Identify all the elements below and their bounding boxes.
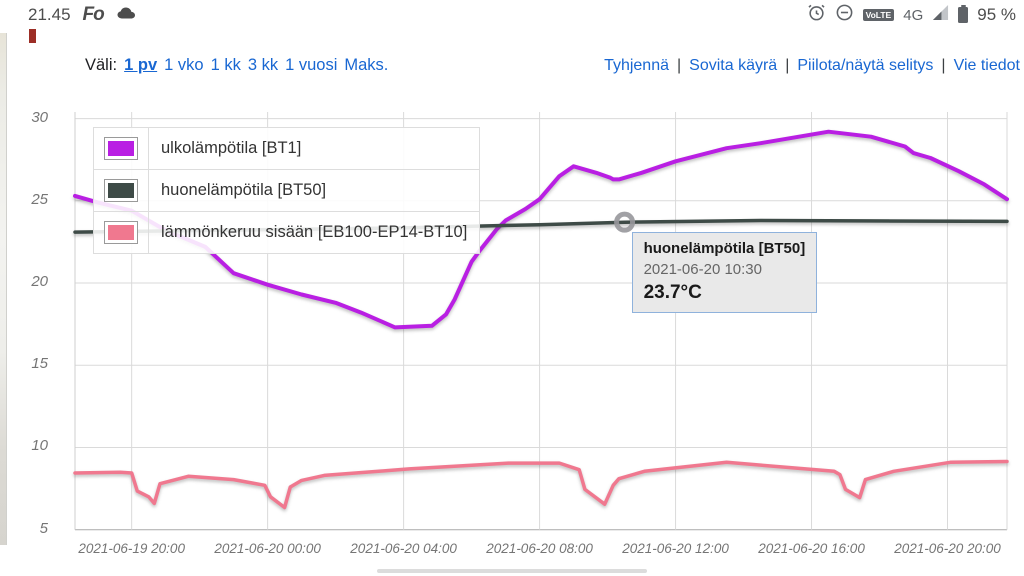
legend-label: lämmönkeruu sisään [EB100-EP14-BT10] [161, 223, 468, 241]
y-axis-tick-label: 10 [31, 437, 48, 455]
clock-time: 21.45 [28, 5, 71, 24]
red-marker-fragment [29, 29, 36, 43]
x-axis-tick-label: 2021-06-20 20:00 [894, 541, 1001, 556]
x-axis-tick-label: 2021-06-20 08:00 [486, 541, 593, 556]
x-axis-tick-label: 2021-06-20 04:00 [350, 541, 457, 556]
clear-link[interactable]: Tyhjennä [604, 56, 669, 74]
x-axis-tick-label: 2021-06-20 12:00 [622, 541, 729, 556]
legend-swatch-cell [94, 128, 149, 169]
range-link-1pv[interactable]: 1 pv [124, 56, 158, 74]
range-link-maks[interactable]: Maks. [344, 56, 389, 74]
legend-swatch-cell [94, 212, 149, 253]
x-axis-tick-label: 2021-06-19 20:00 [78, 541, 185, 556]
legend-item-brine-in[interactable]: lämmönkeruu sisään [EB100-EP14-BT10] [94, 212, 479, 253]
legend-label: huonelämpötila [BT50] [161, 181, 327, 199]
series-color-swatch [104, 137, 138, 160]
toggle-legend-link[interactable]: Piilota/näytä selitys [797, 56, 934, 74]
range-link-1kk[interactable]: 1 kk [210, 56, 241, 74]
chart-toolbar: Väli: 1 pv 1 vko 1 kk 3 kk 1 vuosi Maks.… [85, 56, 1020, 75]
range-selector: Väli: 1 pv 1 vko 1 kk 3 kk 1 vuosi Maks. [85, 56, 388, 75]
legend-item-room-temp[interactable]: huonelämpötila [BT50] [94, 170, 479, 212]
y-axis-tick-label: 20 [31, 273, 48, 291]
range-link-1vuosi[interactable]: 1 vuosi [285, 56, 338, 74]
series-color-swatch [104, 221, 138, 244]
battery-icon [958, 5, 969, 23]
tooltip-series-title: huonelämpötila [BT50] [643, 240, 806, 258]
signal-strength-icon [932, 4, 949, 26]
range-link-1vko[interactable]: 1 vko [164, 56, 204, 74]
battery-percent-label: 95 % [977, 5, 1016, 24]
x-axis-tick-label: 2021-06-20 16:00 [758, 541, 865, 556]
chart-actions: Tyhjennä | Sovita käyrä | Piilota/näytä … [604, 57, 1020, 75]
series-color-swatch [104, 179, 138, 202]
alarm-icon [807, 3, 826, 27]
legend-item-outdoor-temp[interactable]: ulkolämpötila [BT1] [94, 128, 479, 170]
action-separator: | [941, 56, 946, 74]
status-bar: 21.45 Fo VoLTE 4G [0, 0, 1024, 30]
y-axis-tick-label: 5 [39, 519, 48, 537]
gesture-bar[interactable] [377, 569, 647, 573]
network-type-label: 4G [903, 6, 924, 24]
do-not-disturb-icon [835, 3, 854, 27]
cloud-icon [116, 5, 138, 26]
legend-swatch-cell [94, 170, 149, 211]
chart-tooltip: huonelämpötila [BT50] 2021-06-20 10:30 2… [631, 232, 818, 314]
export-data-link[interactable]: Vie tiedot [953, 56, 1020, 74]
legend-label: ulkolämpötila [BT1] [161, 139, 302, 157]
tooltip-value: 23.7°C [643, 282, 702, 304]
tooltip-timestamp: 2021-06-20 10:30 [643, 261, 762, 279]
action-separator: | [677, 56, 682, 74]
app-notification-logo: Fo [82, 4, 105, 25]
page-edge-strip [0, 33, 7, 545]
range-selector-label: Väli: [85, 56, 118, 74]
volte-badge: VoLTE [862, 8, 895, 22]
x-axis-tick-label: 2021-06-20 00:00 [214, 541, 321, 556]
action-separator: | [785, 56, 790, 74]
fit-curve-link[interactable]: Sovita käyrä [689, 56, 778, 74]
chart-legend: ulkolämpötila [BT1] huonelämpötila [BT50… [93, 127, 480, 254]
y-axis-tick-label: 15 [31, 355, 48, 373]
y-axis-tick-label: 25 [31, 190, 48, 208]
range-link-3kk[interactable]: 3 kk [247, 56, 279, 74]
y-axis-tick-label: 30 [31, 108, 48, 126]
